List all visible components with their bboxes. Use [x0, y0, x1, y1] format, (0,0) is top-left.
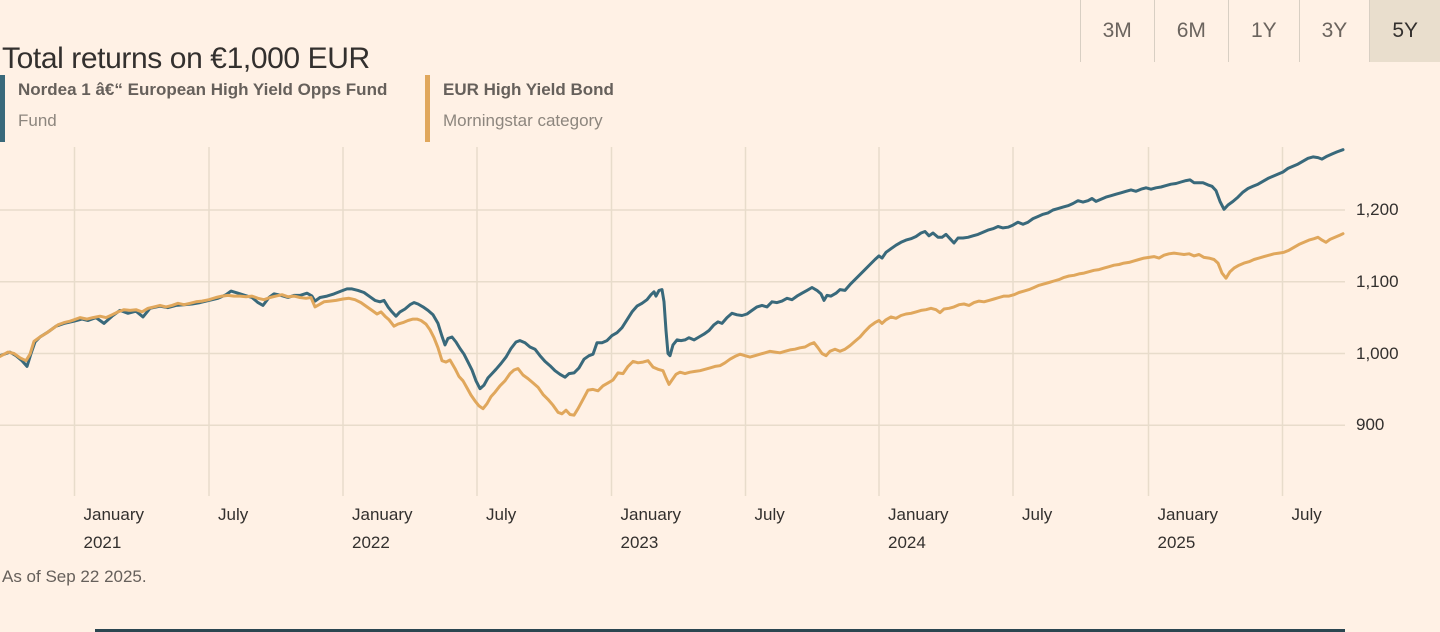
- range-button-3m[interactable]: 3M: [1079, 0, 1154, 62]
- y-axis-label-1200: 1,200: [1356, 200, 1399, 219]
- range-button-3y[interactable]: 3Y: [1298, 0, 1370, 62]
- x-axis-label-6: January 2024: [888, 505, 949, 552]
- as-of-date: As of Sep 22 2025.: [2, 567, 147, 586]
- category-legend-title: EUR High Yield Bond: [443, 80, 614, 99]
- vertical-gridlines: [73, 147, 1284, 496]
- range-button-1y[interactable]: 1Y: [1227, 0, 1299, 62]
- bottom-divider-bar: [95, 629, 1345, 632]
- fund-legend-subtitle: Fund: [18, 111, 57, 130]
- horizontal-gridlines: [0, 209, 1345, 426]
- x-axis-label-3: July: [486, 505, 517, 524]
- x-axis-label-1: July: [218, 505, 249, 524]
- time-range-selector: 3M 6M 1Y 3Y 5Y: [1079, 0, 1440, 62]
- x-axis-label-4: January 2023: [620, 505, 681, 552]
- category-line: [0, 232, 1345, 417]
- x-axis-label-7: July: [1022, 505, 1053, 524]
- x-axis-label-5: July: [754, 505, 785, 524]
- x-axis-label-9: July: [1291, 505, 1322, 524]
- fund-color-swatch: [0, 75, 5, 142]
- y-axis-label-900: 900: [1356, 415, 1385, 435]
- category-color-swatch: [425, 75, 430, 142]
- y-axis-label-1100: 1,100: [1356, 271, 1399, 291]
- y-axis-label-1000: 1,000: [1356, 343, 1399, 363]
- fund-legend-title: Nordea 1 â€“ European High Yield Opps Fu…: [18, 80, 388, 99]
- x-axis-label-8: January 2025: [1157, 505, 1218, 552]
- page-title: Total returns on €1,000 EUR: [2, 42, 370, 76]
- range-button-6m[interactable]: 6M: [1153, 0, 1228, 62]
- category-legend-subtitle: Morningstar category: [443, 111, 603, 130]
- x-axis-label-2: January 2022: [352, 505, 413, 552]
- fund-line: [0, 148, 1345, 391]
- legend-item-category: EUR High Yield Bond Morningstar category: [425, 75, 614, 142]
- legend-item-fund: Nordea 1 â€“ European High Yield Opps Fu…: [0, 75, 387, 142]
- chart-plot-area[interactable]: [0, 0, 1345, 552]
- x-axis-label-0: January 2021: [83, 505, 144, 552]
- range-button-5y[interactable]: 5Y: [1369, 0, 1440, 62]
